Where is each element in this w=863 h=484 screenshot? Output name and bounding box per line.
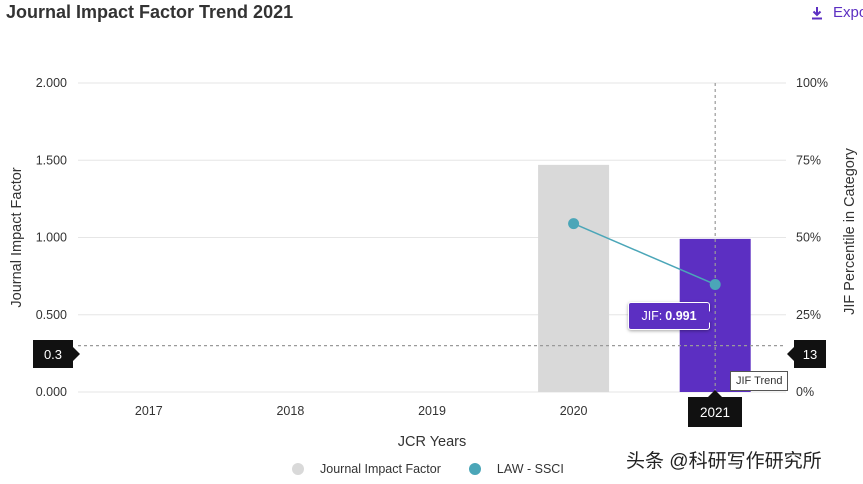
y2-tick-label: 0% xyxy=(796,385,814,399)
y2-axis-title: JIF Percentile in Category xyxy=(842,147,858,315)
series-line-law-ssci xyxy=(573,222,716,286)
watermark-text: 头条 @科研写作研究所 xyxy=(626,451,822,472)
download-icon xyxy=(812,6,822,19)
tooltip-label: JIF: xyxy=(641,309,663,323)
export-button[interactable]: Expo xyxy=(811,4,863,21)
y-axis-title: Journal Impact Factor xyxy=(9,167,25,307)
legend-law-ssci-swatch xyxy=(468,463,481,475)
legend-item-law-ssci[interactable]: LAW - SSCI xyxy=(468,462,564,476)
x-tick-label: 2017 xyxy=(135,404,163,418)
chart-legend: Journal Impact Factor LAW - SSCI xyxy=(292,462,592,476)
export-label: Expo xyxy=(833,4,863,21)
y-tick-label: 1.000 xyxy=(36,231,67,245)
y2-tick-label: 25% xyxy=(796,308,821,322)
bar-2020 xyxy=(538,164,610,392)
y-tick-label: 2.000 xyxy=(36,76,67,90)
jif-trend-chart: 0.000 0.500 1.000 1.500 2.000 0% 25% 50% 75% 100%… xyxy=(9,76,858,450)
legend-jif-swatch xyxy=(292,463,304,475)
y-tick-label: 0.500 xyxy=(36,308,67,322)
crosshair-year: 2021 xyxy=(688,390,742,427)
x-tick-label: 2018 xyxy=(276,404,304,418)
jif-tooltip: JIF: 0.991 xyxy=(628,302,716,330)
y-tick-label: 0.000 xyxy=(36,385,67,399)
crosshair-right-value: 13 xyxy=(787,340,826,368)
x-axis-title: JCR Years xyxy=(398,434,467,450)
x-tick-label: 2020 xyxy=(560,404,588,418)
y2-tick-label: 100% xyxy=(796,76,828,90)
tooltip-value: 0.991 xyxy=(665,309,697,323)
legend-item-jif[interactable]: Journal Impact Factor xyxy=(292,462,441,476)
chart-title: Journal Impact Factor Trend 2021 xyxy=(6,2,294,22)
jif-trend-label: JIF Trend xyxy=(730,371,789,391)
y-tick-label: 1.500 xyxy=(36,153,67,167)
legend-jif-label: Journal Impact Factor xyxy=(320,462,441,476)
y2-tick-label: 50% xyxy=(796,231,821,245)
point-law-ssci-2021 xyxy=(709,278,721,290)
legend-law-ssci-label: LAW - SSCI xyxy=(496,462,564,476)
y2-tick-label: 75% xyxy=(796,153,821,167)
point-law-ssci-2020 xyxy=(568,218,580,230)
x-tick-label: 2019 xyxy=(418,404,446,418)
crosshair-left-value: 0.3 xyxy=(33,340,80,368)
